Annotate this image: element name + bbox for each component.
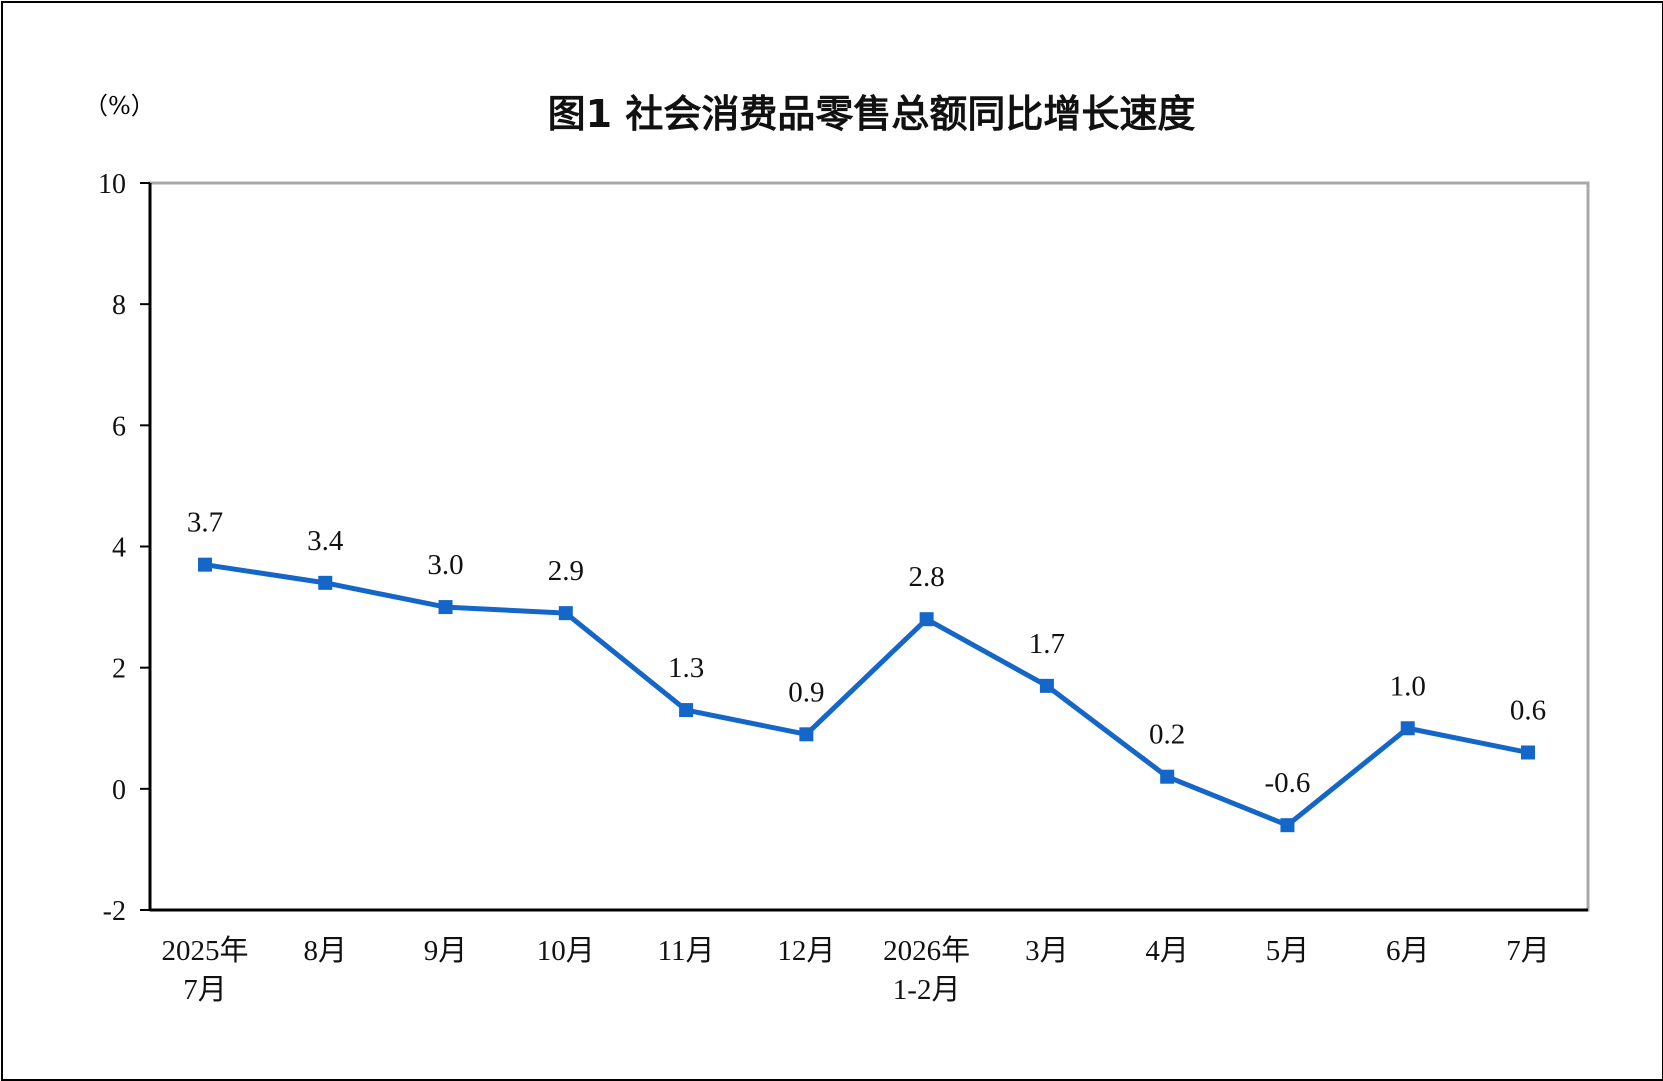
data-label: 1.0 [1390, 670, 1426, 702]
data-point-marker [558, 606, 573, 621]
series-line [204, 562, 1529, 828]
y-tick-label: 0 [112, 775, 126, 806]
data-label: 0.9 [788, 676, 824, 708]
plot-area-border [148, 181, 1590, 912]
data-point-marker [438, 600, 453, 615]
data-label: 3.4 [307, 525, 344, 557]
data-label: 1.3 [668, 652, 704, 684]
data-label: 2.8 [909, 561, 945, 593]
x-tick-label: 1-2月 [893, 974, 961, 1006]
x-tick-label: 12月 [777, 935, 835, 967]
data-point-marker [919, 612, 934, 627]
data-point-marker [1280, 818, 1295, 833]
x-tick-label: 6月 [1386, 935, 1430, 967]
x-tick-label: 10月 [537, 935, 595, 967]
x-tick-label: 11月 [658, 935, 715, 967]
x-tick-label: 3月 [1025, 935, 1069, 967]
chart-title: 图1 社会消费品零售总额同比增长速度 [547, 92, 1196, 136]
x-tick-label: 9月 [424, 935, 468, 967]
x-tick-label: 5月 [1266, 935, 1310, 967]
y-tick-label: 2 [112, 654, 126, 685]
y-unit-label: （%） [84, 92, 155, 120]
data-label: 1.7 [1029, 628, 1065, 660]
x-tick-label: 2026年 [883, 934, 970, 967]
y-tick-label: 6 [112, 411, 126, 442]
y-tick-label: 10 [98, 169, 126, 200]
data-label: 2.9 [548, 555, 584, 587]
data-point-marker [1521, 745, 1535, 760]
data-point-marker [318, 575, 333, 590]
data-point-marker [1400, 721, 1415, 736]
data-label: -0.6 [1264, 767, 1310, 799]
x-tick-label: 8月 [304, 935, 348, 967]
y-tick-label: -2 [103, 896, 126, 927]
data-point-marker [679, 703, 694, 718]
data-label: 0.2 [1149, 719, 1185, 751]
data-point-marker [1039, 678, 1054, 693]
y-tick-label: 8 [112, 290, 126, 321]
x-tick-label: 7月 [183, 974, 227, 1006]
x-tick-label: 2025年 [161, 934, 248, 967]
x-tick-label: 4月 [1145, 935, 1189, 967]
y-tick-label: 4 [112, 533, 126, 564]
data-label: 3.0 [427, 549, 463, 581]
data-point-marker [198, 557, 212, 572]
data-label: 0.6 [1510, 694, 1546, 726]
data-label: 3.7 [187, 507, 223, 539]
data-point-marker [799, 727, 814, 742]
data-point-marker [1160, 769, 1175, 784]
x-tick-label: 7月 [1506, 935, 1550, 967]
